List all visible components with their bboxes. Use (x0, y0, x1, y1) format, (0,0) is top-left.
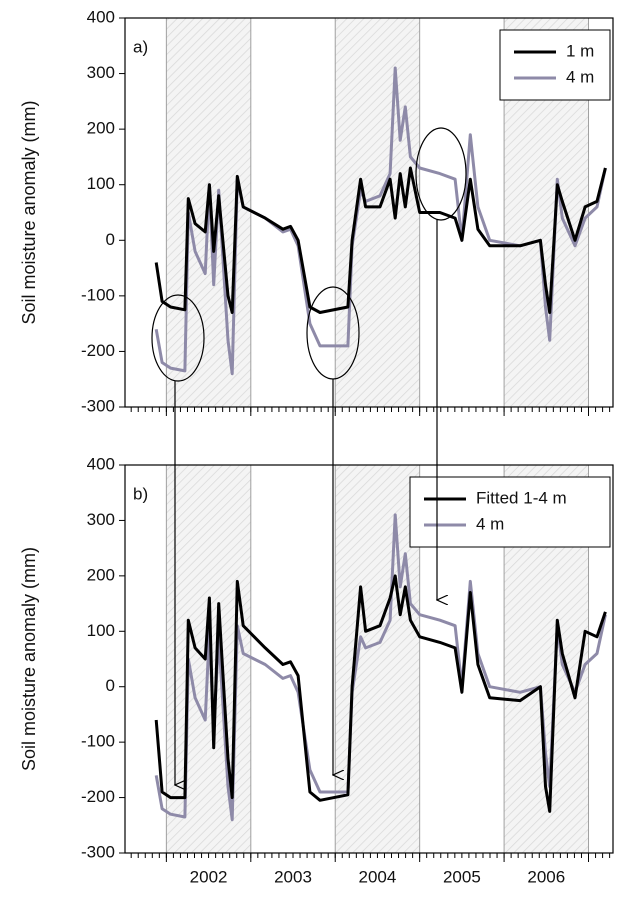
series-line (154, 166, 607, 314)
x-tick-label: 2006 (527, 867, 565, 886)
y-tick-label: -100 (81, 732, 115, 751)
y-tick-label: 0 (106, 230, 115, 249)
panel: -300 -200 -100 0 100 200 300 400 Soil moisture a… (19, 454, 614, 886)
legend-label: 1 m (566, 41, 594, 60)
x-tick-label: 2002 (190, 867, 228, 886)
panel-label: a) (133, 37, 148, 56)
panel: -300 -200 -100 0 100 200 300 400 Soil moisture a… (19, 7, 614, 416)
series-line (154, 574, 607, 813)
legend-label: Fitted 1-4 m (476, 488, 567, 507)
y-tick-label: 0 (106, 676, 115, 695)
y-tick-label: -200 (81, 341, 115, 360)
y-tick-label: -300 (81, 842, 115, 861)
layers: -300 -200 -100 0 100 200 300 400 Soil moisture a… (19, 7, 614, 886)
y-tick-label: 200 (87, 565, 115, 584)
ellipse (151, 294, 205, 382)
x-tick-label: 2003 (274, 867, 312, 886)
y-axis-label: Soil moisture anomaly (mm) (19, 547, 39, 771)
panel-label: b) (133, 484, 148, 503)
legend-box (409, 476, 611, 548)
x-tick-label: 2004 (359, 867, 397, 886)
shaded-period (335, 18, 420, 407)
y-tick-label: -300 (81, 396, 115, 415)
plot-frame (124, 17, 614, 408)
y-tick-label: 200 (87, 119, 115, 138)
legend-box (499, 29, 611, 101)
y-tick-label: 300 (87, 510, 115, 529)
y-tick-label: 100 (87, 621, 115, 640)
y-tick-label: -100 (81, 285, 115, 304)
plot-frame (124, 464, 614, 854)
y-tick-label: -200 (81, 787, 115, 806)
y-tick-label: 100 (87, 174, 115, 193)
y-axis-label: Soil moisture anomaly (mm) (19, 100, 39, 324)
x-tick-label: 2005 (443, 867, 481, 886)
y-tick-label: 300 (87, 63, 115, 82)
ellipse (415, 127, 467, 221)
y-tick-label: 400 (87, 454, 115, 473)
y-tick-label: 400 (87, 7, 115, 26)
legend-label: 4 m (476, 514, 504, 533)
annotations (151, 127, 467, 785)
legend-label: 4 m (566, 67, 594, 86)
